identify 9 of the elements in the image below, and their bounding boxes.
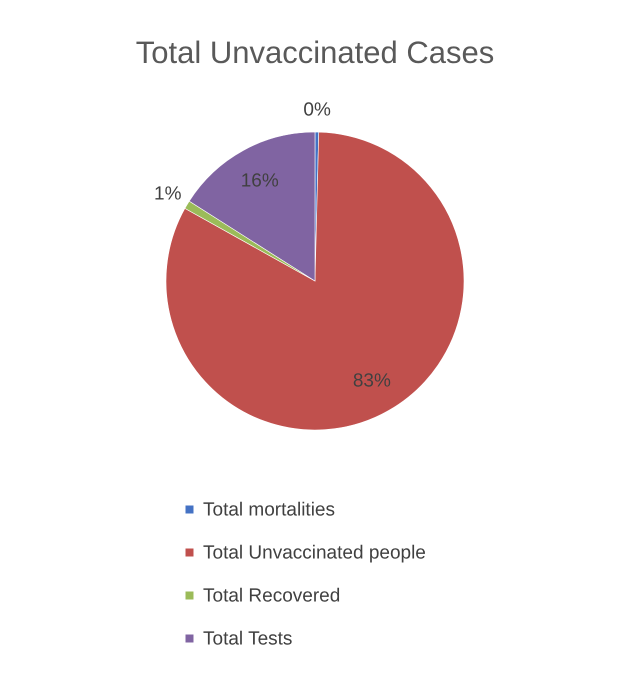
chart-title: Total Unvaccinated Cases [136,35,494,70]
data-label: 0% [303,100,331,121]
legend-label: Total Recovered [203,586,340,606]
data-label: 1% [154,183,182,204]
data-label: 83% [352,370,391,392]
legend-label: Total Tests [203,628,292,650]
legend-label: Total mortalities [203,500,335,520]
data-label: 16% [240,170,279,192]
legend-label: Total Unvaccinated people [203,542,426,564]
